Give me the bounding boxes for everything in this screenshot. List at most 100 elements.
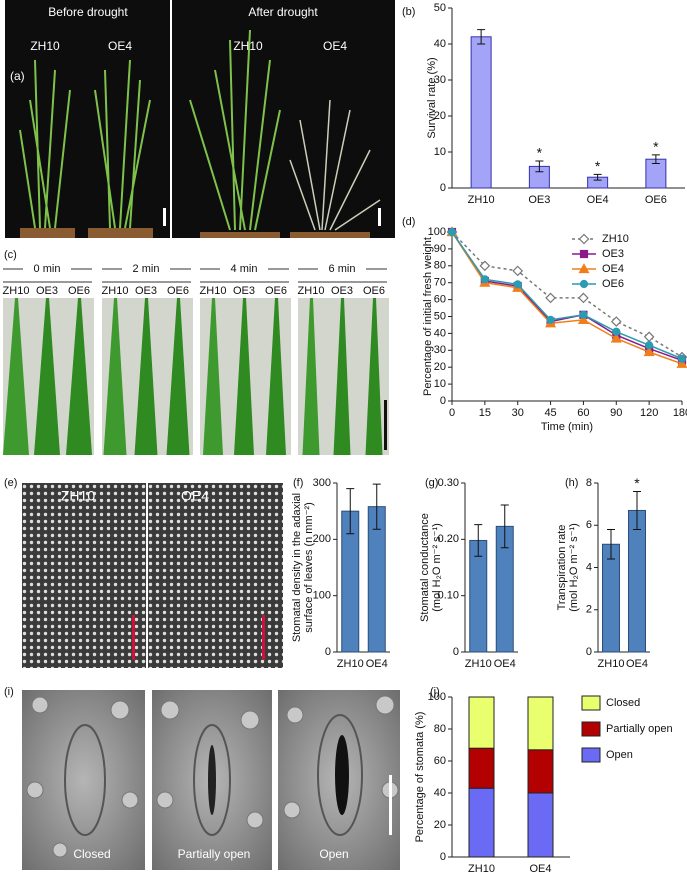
x-tick-label: OE4: [529, 863, 551, 872]
error-bar: [346, 488, 355, 535]
bar-segment: [527, 696, 554, 751]
y-tick-label: 80: [434, 260, 446, 272]
photo-title: After drought: [248, 5, 318, 19]
y-tick-label: 20: [434, 361, 446, 373]
leaf: [203, 298, 223, 455]
x-tick-label: 15: [479, 407, 491, 419]
marker: [480, 275, 489, 284]
marker: [447, 227, 457, 237]
y-tick-label: 0.30: [438, 477, 459, 489]
time-label: 6 min: [329, 263, 356, 275]
legend-label: ZH10: [602, 233, 629, 245]
y-tick-label: 4: [586, 561, 592, 573]
panel-label: (d): [402, 216, 415, 228]
genotype-label: ZH10: [200, 285, 227, 297]
y-tick-label: 0: [440, 182, 446, 194]
x-tick-label: ZH10: [465, 658, 492, 670]
leaf: [166, 298, 190, 455]
y-tick-label: 20: [434, 819, 446, 831]
photo-i: (i) Closed Partially open Open: [4, 686, 400, 870]
y-axis-label: Transpiration rate: [556, 525, 568, 611]
scale-bar: [384, 400, 387, 450]
y-axis-label: Stomatal density in the adaxial: [291, 493, 303, 642]
bar: [469, 539, 488, 653]
genotype-label: OE3: [331, 285, 353, 297]
time-label: 0 min: [34, 263, 61, 275]
legend-marker: [579, 249, 589, 259]
x-tick-label: 0: [449, 407, 455, 419]
leaf: [365, 298, 383, 455]
y-axis-label: Stomatal conductance: [419, 513, 431, 622]
y-tick-label: 50: [434, 310, 446, 322]
error-bar: [474, 524, 483, 557]
x-tick-label: 120: [640, 407, 658, 419]
y-tick-label: 2: [586, 604, 592, 616]
genotype-label: OE6: [363, 285, 385, 297]
line: [451, 231, 683, 365]
genotype-label: OE4: [181, 488, 209, 504]
x-tick-label: OE4: [626, 658, 648, 670]
y-axis-label: Percentage of stomata (%): [414, 712, 426, 843]
legend-marker: [578, 233, 590, 245]
y-tick-label: 50: [434, 2, 446, 14]
x-tick-label: OE4: [587, 194, 609, 206]
photo-a: Before drought After drought ZH10 OE4 ZH…: [5, 0, 395, 238]
y-axis-label: surface of leaves (n mm⁻²): [303, 502, 315, 633]
leaf: [66, 298, 92, 455]
leaf: [333, 298, 351, 455]
genotype-label: ZH10: [298, 285, 325, 297]
legend-marker: [578, 263, 590, 274]
marker: [578, 292, 589, 304]
marker: [479, 260, 491, 272]
error-bar: [651, 154, 660, 165]
marker: [513, 280, 522, 289]
y-tick-label: 40: [434, 327, 446, 339]
y-tick-label: 0: [586, 646, 592, 658]
genotype-label: ZH10: [3, 285, 30, 297]
x-tick-label: 45: [544, 407, 556, 419]
bar-segment: [527, 792, 554, 858]
legend-label: Open: [606, 749, 633, 761]
bar: [602, 543, 620, 653]
marker: [610, 332, 622, 343]
y-tick-label: 30: [434, 74, 446, 86]
y-tick-label: 100: [428, 226, 446, 238]
leaf: [134, 298, 158, 455]
x-tick-label: ZH10: [468, 194, 495, 206]
y-axis-label: (mol H₂O m⁻² s⁻¹): [431, 523, 443, 612]
significance: *: [595, 158, 601, 174]
marker: [545, 292, 556, 304]
x-tick-label: ZH10: [598, 658, 625, 670]
panel-label: (j): [430, 686, 440, 698]
x-tick-label: 180: [673, 407, 687, 419]
error-bar: [607, 528, 615, 560]
genotype-label: OE4: [323, 39, 347, 53]
y-tick-label: 0: [453, 646, 459, 658]
significance: *: [634, 475, 640, 491]
marker: [546, 315, 555, 324]
stomata-label: Partially open: [178, 847, 251, 861]
leaf: [302, 298, 320, 455]
marker: [643, 346, 655, 357]
photo-e: (e) ZH10 OE4: [4, 477, 283, 668]
error-bar: [593, 173, 602, 181]
stomata-label: Open: [319, 847, 348, 861]
x-tick-label: ZH10: [337, 658, 364, 670]
leaf: [3, 298, 29, 455]
marker: [512, 265, 524, 277]
marker: [577, 314, 589, 324]
panel-label: (h): [565, 477, 578, 489]
bar: [470, 36, 492, 189]
stomata-label: Closed: [73, 847, 110, 861]
panel-label: (e): [4, 477, 17, 489]
y-tick-label: 70: [434, 277, 446, 289]
x-tick-label: OE4: [494, 658, 516, 670]
genotype-label: OE6: [167, 285, 189, 297]
error-bar: [633, 490, 641, 530]
y-tick-label: 60: [434, 294, 446, 306]
significance: *: [653, 139, 659, 155]
panel-label: (f): [293, 477, 303, 489]
error-bar: [535, 160, 544, 173]
marker: [579, 310, 588, 319]
marker: [676, 358, 687, 368]
